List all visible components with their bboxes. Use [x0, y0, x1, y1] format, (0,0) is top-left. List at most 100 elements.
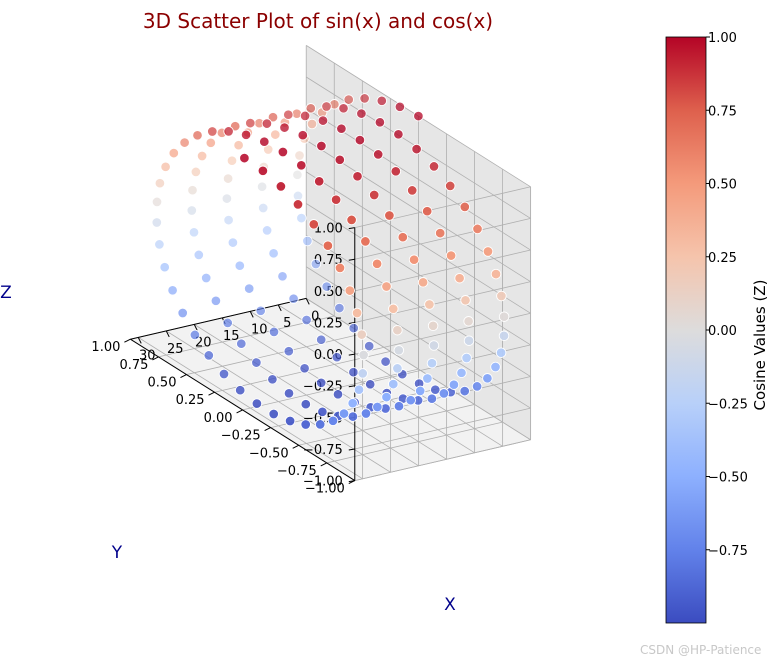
scatter-point [338, 103, 349, 114]
scatter-point [236, 338, 247, 349]
scatter-point [463, 335, 475, 346]
scatter-point [294, 150, 305, 161]
colorbar-tick-label: 1.00 [708, 31, 737, 46]
scatter-point [427, 320, 439, 332]
y-tick-label: 1.00 [91, 340, 120, 355]
scatter-point [154, 239, 165, 250]
z-tick-label: −1.00 [303, 475, 343, 490]
scatter-point [459, 385, 470, 397]
scatter-point [277, 271, 288, 282]
scatter-point [179, 137, 190, 148]
scatter-point [261, 118, 273, 129]
scatter-point [160, 161, 171, 173]
scatter-point [190, 166, 202, 178]
scatter-points [151, 93, 510, 430]
colorbar-gradient [665, 36, 707, 624]
scatter-point [372, 401, 383, 413]
scatter-point [251, 398, 263, 409]
scatter-point [456, 367, 467, 379]
scatter-point [344, 285, 356, 296]
scatter-point [360, 236, 371, 247]
colorbar-tick-label: −0.50 [708, 471, 748, 486]
scatter-point [460, 295, 471, 306]
scatter-point [288, 293, 299, 304]
scatter-point [372, 149, 384, 160]
scatter-point [300, 419, 311, 430]
scatter-point [334, 302, 345, 314]
x-tick-label: 20 [195, 335, 212, 350]
scatter-point [221, 193, 233, 204]
scatter-point [187, 184, 198, 196]
scatter-point [482, 246, 494, 257]
scatter-point [411, 143, 422, 155]
scatter-point [408, 254, 420, 265]
scatter-point [300, 398, 312, 410]
scatter-point [275, 181, 287, 192]
scatter-point [384, 210, 395, 221]
scatter-point [283, 109, 294, 120]
scatter-point [297, 129, 309, 141]
scatter-point [463, 316, 474, 327]
y-tick-label: 0.75 [119, 358, 148, 373]
scatter-point [495, 347, 507, 358]
scatter-point [315, 334, 327, 345]
scatter-point [351, 307, 363, 319]
scatter-point [322, 240, 334, 251]
x-tick-label: 30 [139, 348, 156, 363]
scatter-point [426, 357, 438, 369]
scatter-point [321, 101, 332, 112]
scatter-point [270, 129, 281, 140]
scatter-point [343, 94, 354, 105]
scatter-point [196, 150, 208, 162]
scatter-point [299, 110, 311, 122]
y-tick-label: 0.25 [176, 393, 205, 408]
scatter-point [151, 196, 163, 208]
scatter-point [406, 185, 418, 196]
scatter-point [363, 340, 375, 352]
y-tick-label: −1.00 [305, 482, 345, 497]
y-tick-label: −0.50 [249, 446, 289, 461]
scatter-point [358, 349, 369, 361]
scatter-point [482, 373, 493, 384]
scatter-point [188, 227, 200, 238]
colorbar-label: Cosine Values (Z) [751, 280, 769, 411]
scatter-point [413, 110, 424, 122]
scatter-point [222, 317, 233, 329]
scatter-point [330, 194, 342, 205]
scatter-point [292, 199, 304, 210]
scatter-point [354, 134, 366, 146]
scatter-point [388, 378, 399, 390]
scatter-point [327, 415, 339, 427]
scatter-point [448, 379, 460, 390]
scatter-point [154, 177, 166, 189]
z-axis-label: Z [0, 283, 12, 303]
scatter-point [454, 272, 465, 284]
scatter-point [222, 173, 234, 184]
scatter-point [279, 122, 290, 133]
scatter-point [261, 225, 273, 236]
y-tick-label: 0.00 [204, 411, 233, 426]
scatter-point [359, 93, 370, 104]
scatter-point [268, 326, 280, 338]
scatter-point [388, 303, 399, 315]
x-tick-label: 25 [167, 342, 184, 357]
scatter-point [496, 290, 507, 302]
scatter-point [371, 258, 383, 270]
scatter-point [356, 329, 367, 340]
scatter-point [296, 212, 307, 224]
chart-title: 3D Scatter Plot of sin(x) and cos(x) [143, 9, 493, 33]
z-tick-label: −0.75 [303, 443, 343, 458]
z-tick-label: 1.00 [314, 222, 343, 237]
scatter-point [313, 176, 325, 187]
scatter-point [353, 384, 365, 395]
scatter-point [434, 227, 446, 239]
scatter-point [498, 311, 510, 322]
z-tick-label: 0.50 [314, 285, 343, 300]
x-tick-label: 5 [283, 316, 291, 331]
scatter-point [268, 408, 279, 420]
scatter-point [422, 373, 433, 384]
scatter-point [346, 214, 357, 226]
scatter-point [302, 235, 313, 247]
scatter-point [296, 160, 307, 171]
scatter-point [240, 129, 252, 141]
